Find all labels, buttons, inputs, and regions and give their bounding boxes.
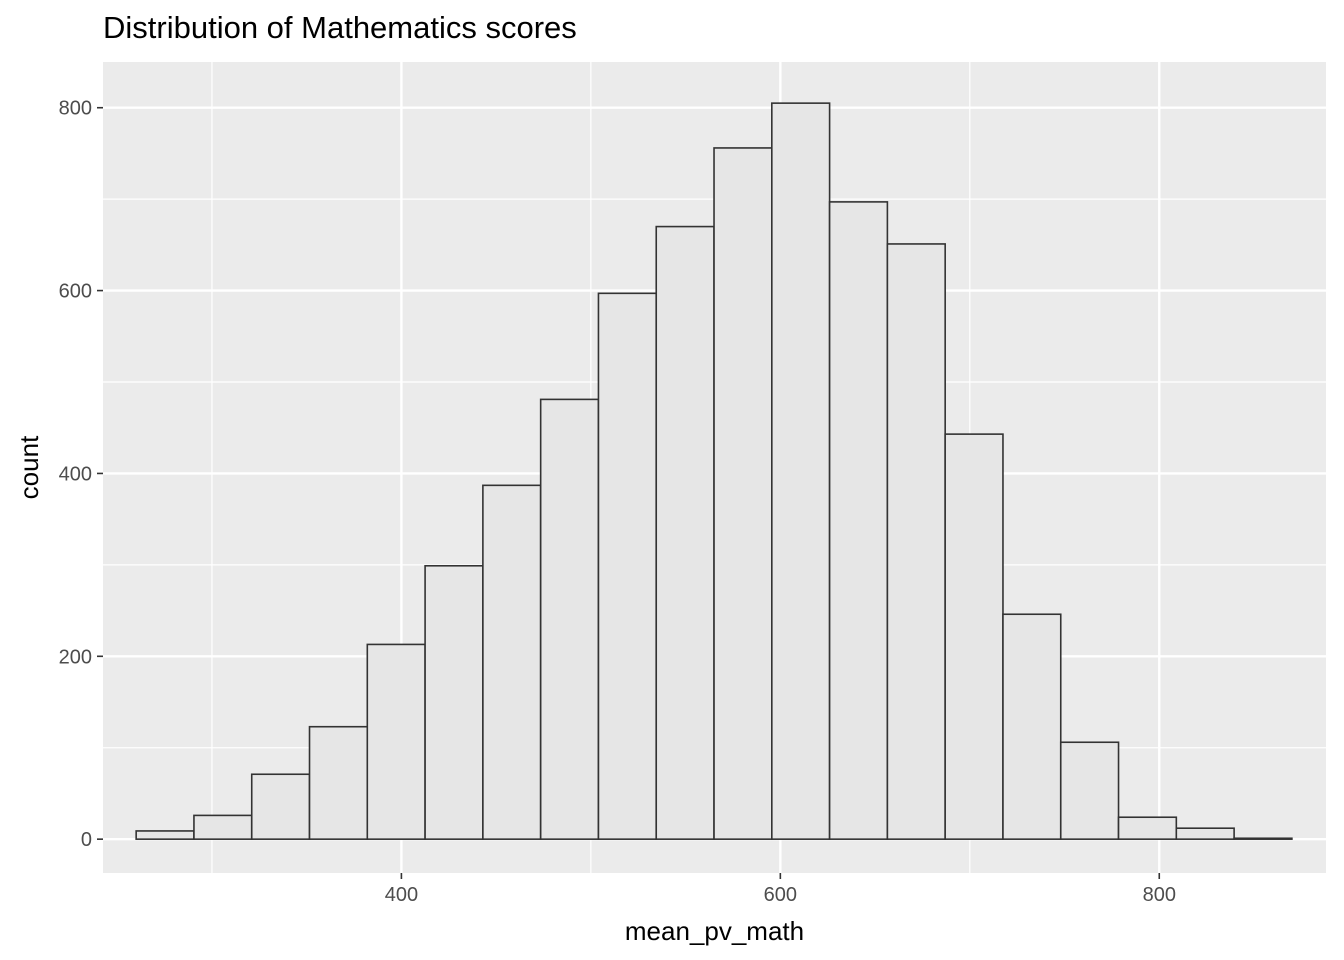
x-axis-title: mean_pv_math (625, 916, 804, 946)
y-tick-label: 0 (81, 829, 92, 851)
histogram-bar (886, 243, 946, 840)
histogram-bar (597, 292, 658, 840)
y-axis-title: count (14, 435, 44, 499)
x-tick-label: 600 (764, 884, 797, 906)
histogram-bar (1117, 816, 1178, 840)
histogram-bar (944, 433, 1004, 840)
histogram-bar (828, 201, 889, 840)
y-tick-label: 800 (59, 98, 92, 120)
x-tick-label: 800 (1143, 884, 1176, 906)
histogram-bar (771, 102, 831, 840)
histogram-bar (424, 564, 484, 840)
x-axis: 400 600 800 (385, 873, 1176, 906)
histogram-bar (655, 225, 715, 840)
y-axis: 0 200 400 600 800 (59, 98, 103, 851)
histogram-bar (193, 814, 253, 840)
histogram-bar (482, 484, 542, 840)
y-tick-label: 200 (59, 646, 92, 668)
histogram-bar (713, 147, 773, 840)
chart-title: Distribution of Mathematics scores (103, 10, 577, 45)
histogram-bar (1175, 827, 1235, 840)
histogram-bar (250, 773, 311, 840)
y-tick-label: 400 (59, 463, 92, 485)
histogram-bar (366, 643, 426, 840)
histogram-bar (1059, 741, 1120, 840)
histogram-bar (135, 830, 195, 840)
histogram-bar (539, 398, 600, 840)
histogram-bars (135, 102, 1293, 840)
histogram-bar (308, 725, 369, 840)
y-tick-label: 600 (59, 281, 92, 303)
histogram-bar (1002, 613, 1062, 840)
histogram-bar (1233, 837, 1293, 840)
x-tick-label: 400 (385, 884, 418, 906)
